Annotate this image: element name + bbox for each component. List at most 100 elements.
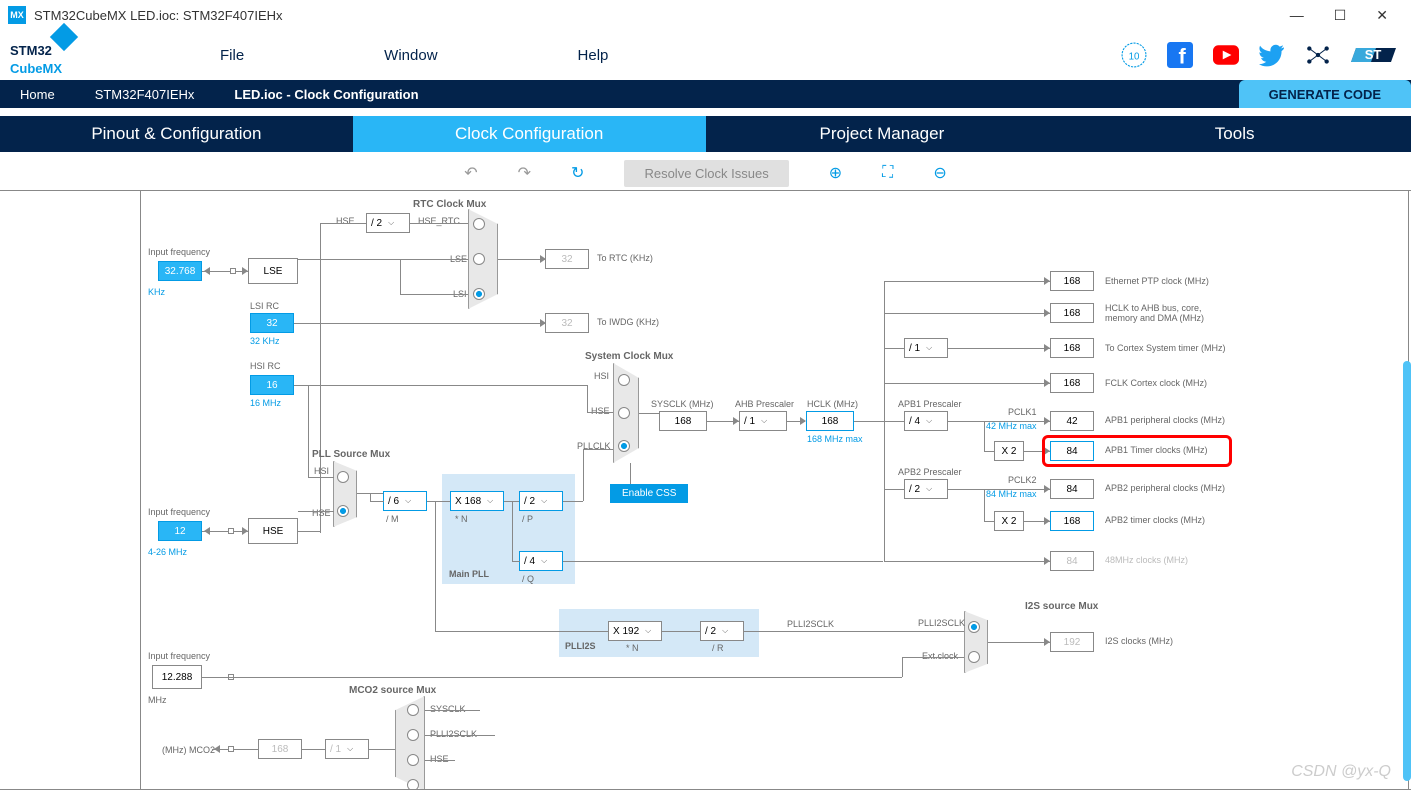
lsi-value-box: 32 xyxy=(250,313,294,333)
undo-icon[interactable]: ↶ xyxy=(464,163,477,183)
hclk-ahb-value: 168 xyxy=(1050,303,1094,323)
maximize-button[interactable]: ☐ xyxy=(1334,7,1347,24)
apb2-prescaler[interactable]: / 2 xyxy=(904,479,948,499)
i2s-value-box[interactable]: 12.288 xyxy=(152,665,202,689)
apb2-periph-label: APB2 peripheral clocks (MHz) xyxy=(1105,483,1225,493)
fclk-label: FCLK Cortex clock (MHz) xyxy=(1105,378,1207,388)
sys-mux-hsi-radio[interactable] xyxy=(618,374,630,386)
menu-help[interactable]: Help xyxy=(578,47,609,64)
pll-mux-hsi-radio[interactable] xyxy=(337,471,349,483)
hse-rtc-divider[interactable]: / 2 xyxy=(366,213,410,233)
hse-block: HSE xyxy=(248,518,298,544)
main-tabs: Pinout & Configuration Clock Configurati… xyxy=(0,116,1411,152)
i2s-mux-pll-radio[interactable] xyxy=(968,621,980,633)
pll-m-divider[interactable]: / 6 xyxy=(383,491,427,511)
twitter-icon[interactable] xyxy=(1259,42,1285,68)
plli2sclk-label: PLLI2SCLK xyxy=(787,619,834,629)
ahb-prescaler[interactable]: / 1 xyxy=(739,411,787,431)
svg-text:ST: ST xyxy=(1365,47,1382,62)
breadcrumb-device[interactable]: STM32F407IEHx xyxy=(75,80,215,108)
mco2-label: (MHz) MCO2 xyxy=(162,745,215,755)
hse-value-box[interactable]: 12 xyxy=(158,521,202,541)
window-title: STM32CubeMX LED.ioc: STM32F407IEHx xyxy=(34,8,283,23)
zoom-out-icon[interactable]: ⊖ xyxy=(933,163,946,183)
enable-css-button[interactable]: Enable CSS xyxy=(610,484,688,503)
redo-icon[interactable]: ↷ xyxy=(518,163,531,183)
mco2-plli2s-radio[interactable] xyxy=(407,729,419,741)
rtc-mux-lsi-radio[interactable] xyxy=(473,288,485,300)
apb2-pre-label: APB2 Prescaler xyxy=(898,467,962,477)
i2s-label: I2S clocks (MHz) xyxy=(1105,636,1173,646)
pll-q-divider[interactable]: / 4 xyxy=(519,551,563,571)
sys-hse-label: HSE xyxy=(591,406,610,416)
zoom-in-icon[interactable]: ⊕ xyxy=(829,163,842,183)
apb1-prescaler[interactable]: / 4 xyxy=(904,411,948,431)
pclk2-label: PCLK2 xyxy=(1008,475,1037,485)
sys-mux-hse-radio[interactable] xyxy=(618,407,630,419)
fit-icon[interactable]: ⛶ xyxy=(882,164,893,182)
rtc-mux-lse-radio[interactable] xyxy=(473,253,485,265)
close-button[interactable]: ✕ xyxy=(1376,7,1388,24)
resolve-clock-button[interactable]: Resolve Clock Issues xyxy=(624,160,788,187)
plli2s-label: PLLI2S xyxy=(565,641,596,651)
sysclk-value: 168 xyxy=(659,411,707,431)
generate-code-button[interactable]: GENERATE CODE xyxy=(1239,80,1411,108)
cortex-label: To Cortex System timer (MHz) xyxy=(1105,343,1226,353)
plli2s-n-multiplier[interactable]: X 192 xyxy=(608,621,662,641)
hsi-unit-label: 16 MHz xyxy=(250,398,281,408)
pll-hsi-label: HSI xyxy=(314,466,329,476)
rtc-mux-hse-radio[interactable] xyxy=(473,218,485,230)
badge-icon[interactable]: 10 xyxy=(1121,42,1147,68)
ahb-pre-label: AHB Prescaler xyxy=(735,399,794,409)
mco2-sysclk-radio[interactable] xyxy=(407,704,419,716)
mco2-fourth-radio[interactable] xyxy=(407,779,419,790)
lse-value-box[interactable]: 32.768 xyxy=(158,261,202,281)
mhz48-value: 84 xyxy=(1050,551,1094,571)
breadcrumb-home[interactable]: Home xyxy=(0,80,75,108)
rtc-hse-label: HSE xyxy=(336,216,355,226)
mco2-hse-radio[interactable] xyxy=(407,754,419,766)
plli2s-n-label: * N xyxy=(626,643,639,653)
minimize-button[interactable]: — xyxy=(1290,7,1304,24)
hclk-label: HCLK (MHz) xyxy=(807,399,858,409)
menu-window[interactable]: Window xyxy=(384,47,437,64)
facebook-icon[interactable]: f xyxy=(1167,42,1193,68)
plli2s-r-label: / R xyxy=(712,643,724,653)
mhz48-label: 48MHz clocks (MHz) xyxy=(1105,555,1188,565)
hclk-value[interactable]: 168 xyxy=(806,411,854,431)
mco2-hse-label: HSE xyxy=(430,754,449,764)
clock-toolbar: ↶ ↷ ↻ Resolve Clock Issues ⊕ ⛶ ⊖ xyxy=(0,156,1411,190)
breadcrumb-page[interactable]: LED.ioc - Clock Configuration xyxy=(214,80,438,108)
apb1-periph-value: 42 xyxy=(1050,411,1094,431)
mco2-divider[interactable]: / 1 xyxy=(325,739,369,759)
youtube-icon[interactable] xyxy=(1213,42,1239,68)
clock-diagram-canvas[interactable]: Input frequency 32.768 KHz LSE LSI RC 32… xyxy=(0,190,1411,790)
apb2-tim-label: APB2 timer clocks (MHz) xyxy=(1105,515,1205,525)
tab-clock[interactable]: Clock Configuration xyxy=(353,116,706,152)
hse-range-label: 4-26 MHz xyxy=(148,547,187,557)
st-logo-icon[interactable]: ST xyxy=(1351,40,1401,70)
i2s-mux-ext-radio[interactable] xyxy=(968,651,980,663)
rtc-mux-title: RTC Clock Mux xyxy=(413,199,486,210)
app-logo: STM32 CubeMX xyxy=(10,35,80,75)
sys-hsi-label: HSI xyxy=(594,371,609,381)
sys-mux-pllclk-radio[interactable] xyxy=(618,440,630,452)
lse-block: LSE xyxy=(248,258,298,284)
pll-p-divider[interactable]: / 2 xyxy=(519,491,563,511)
pll-src-mux-title: PLL Source Mux xyxy=(312,449,390,460)
plli2s-r-divider[interactable]: / 2 xyxy=(700,621,744,641)
tab-tools[interactable]: Tools xyxy=(1058,116,1411,152)
tab-project[interactable]: Project Manager xyxy=(706,116,1059,152)
community-icon[interactable] xyxy=(1305,42,1331,68)
pll-n-multiplier[interactable]: X 168 xyxy=(450,491,504,511)
pll-mux-hse-radio[interactable] xyxy=(337,505,349,517)
lse-input-freq-label: Input frequency xyxy=(148,247,210,257)
apb2-x2-box: X 2 xyxy=(994,511,1024,531)
vertical-scrollbar[interactable] xyxy=(1403,361,1411,781)
hse-rtc-label: HSE_RTC xyxy=(418,216,460,226)
refresh-icon[interactable]: ↻ xyxy=(571,163,584,183)
cortex-divider[interactable]: / 1 xyxy=(904,338,948,358)
menu-file[interactable]: File xyxy=(220,47,244,64)
tab-pinout[interactable]: Pinout & Configuration xyxy=(0,116,353,152)
pll-hse-label: HSE xyxy=(312,508,331,518)
